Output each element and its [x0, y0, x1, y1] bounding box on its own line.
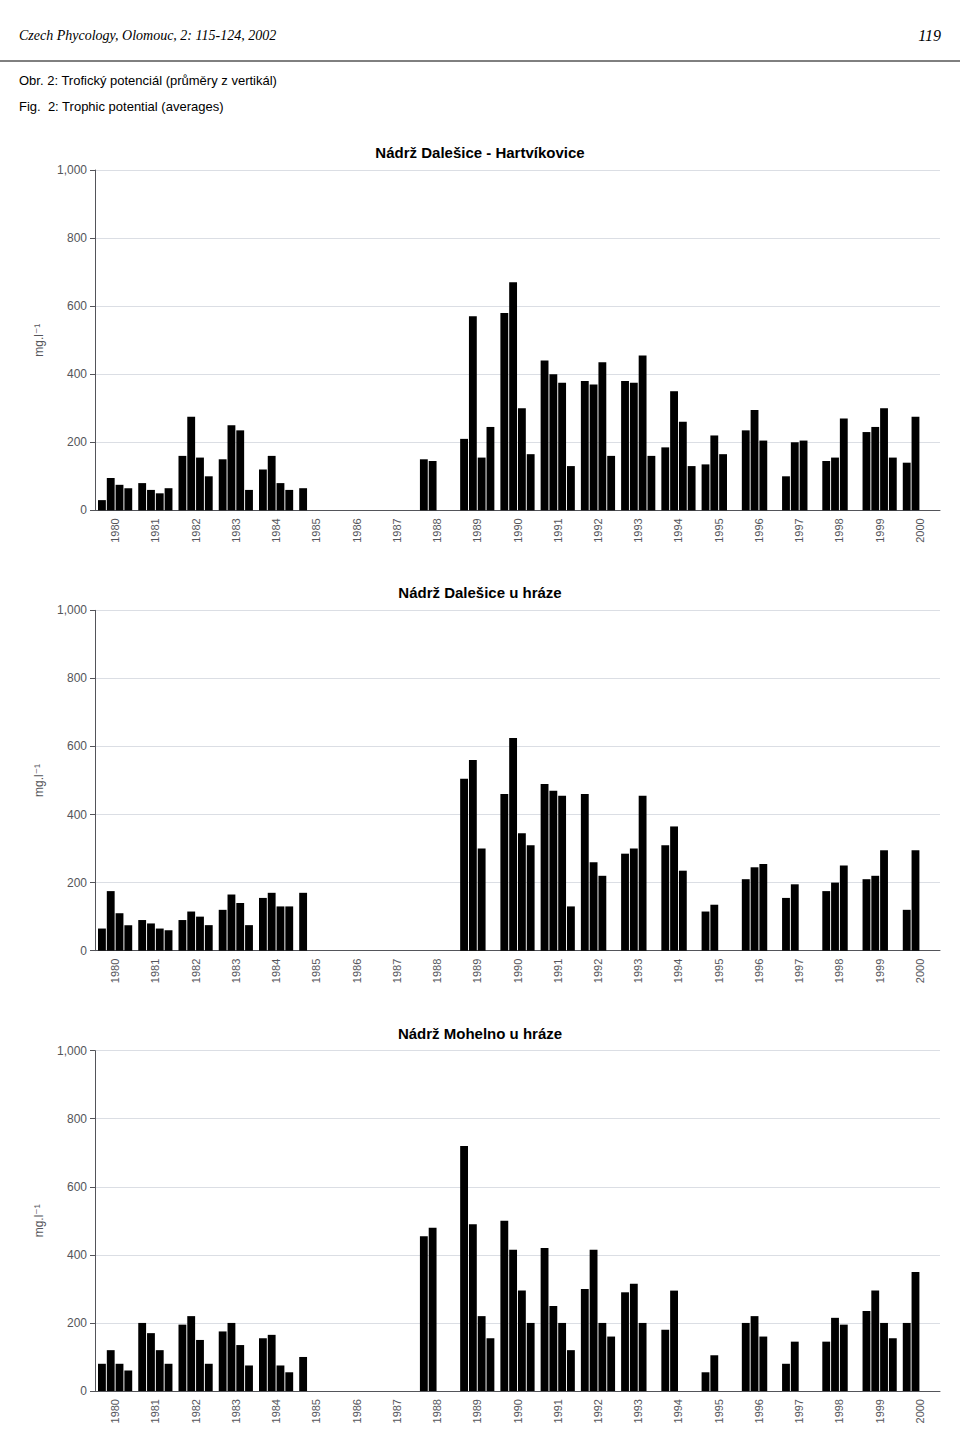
svg-text:1980: 1980 [109, 1399, 121, 1423]
svg-text:1987: 1987 [391, 518, 403, 542]
svg-text:1990: 1990 [512, 959, 524, 983]
svg-text:1994: 1994 [672, 518, 684, 542]
svg-text:119: 119 [918, 27, 941, 44]
svg-text:1982: 1982 [190, 959, 202, 983]
svg-text:1982: 1982 [190, 518, 202, 542]
svg-text:1996: 1996 [753, 959, 765, 983]
svg-text:1993: 1993 [632, 1399, 644, 1423]
svg-text:800: 800 [67, 231, 87, 245]
svg-text:1994: 1994 [672, 1399, 684, 1423]
svg-text:1987: 1987 [391, 959, 403, 983]
svg-text:1,000: 1,000 [57, 1044, 87, 1058]
svg-text:1982: 1982 [190, 1399, 202, 1423]
svg-text:1992: 1992 [592, 959, 604, 983]
svg-text:1981: 1981 [149, 1399, 161, 1423]
svg-text:1997: 1997 [793, 518, 805, 542]
svg-text:1985: 1985 [310, 1399, 322, 1423]
svg-text:1988: 1988 [431, 1399, 443, 1423]
svg-text:1985: 1985 [310, 518, 322, 542]
svg-text:Fig. 2: Trophic potential (av: Fig. 2: Trophic potential (averages) [19, 99, 224, 114]
svg-text:1,000: 1,000 [57, 603, 87, 617]
svg-text:600: 600 [67, 739, 87, 753]
svg-text:1986: 1986 [351, 518, 363, 542]
svg-text:200: 200 [67, 435, 87, 449]
svg-text:2000: 2000 [914, 1399, 926, 1423]
svg-text:1,000: 1,000 [57, 163, 87, 177]
svg-text:1996: 1996 [753, 518, 765, 542]
svg-text:Czech Phycology, Olomouc, 2: 1: Czech Phycology, Olomouc, 2: 115-124, 20… [19, 28, 276, 43]
svg-text:1981: 1981 [149, 959, 161, 983]
svg-text:400: 400 [67, 367, 87, 381]
svg-text:1985: 1985 [310, 959, 322, 983]
svg-text:1989: 1989 [471, 1399, 483, 1423]
svg-text:1984: 1984 [270, 1399, 282, 1423]
svg-text:1984: 1984 [270, 959, 282, 983]
svg-text:1986: 1986 [351, 959, 363, 983]
svg-text:Nádrž Dalešice u hráze: Nádrž Dalešice u hráze [398, 584, 561, 601]
svg-text:1998: 1998 [833, 1399, 845, 1423]
svg-text:1990: 1990 [512, 1399, 524, 1423]
svg-text:1983: 1983 [230, 959, 242, 983]
svg-text:1989: 1989 [471, 518, 483, 542]
svg-text:1993: 1993 [632, 518, 644, 542]
svg-text:mg.l⁻¹: mg.l⁻¹ [32, 764, 46, 797]
svg-text:1995: 1995 [713, 1399, 725, 1423]
svg-text:1995: 1995 [713, 518, 725, 542]
svg-text:1991: 1991 [552, 1399, 564, 1423]
svg-text:1995: 1995 [713, 959, 725, 983]
svg-text:0: 0 [80, 503, 87, 517]
svg-text:0: 0 [80, 1384, 87, 1398]
svg-text:1999: 1999 [874, 959, 886, 983]
svg-text:1994: 1994 [672, 959, 684, 983]
svg-text:1984: 1984 [270, 518, 282, 542]
svg-text:1989: 1989 [471, 959, 483, 983]
svg-text:Nádrž Dalešice - Hartvíkovice: Nádrž Dalešice - Hartvíkovice [375, 144, 584, 161]
svg-text:Nádrž Mohelno u hráze: Nádrž Mohelno u hráze [398, 1025, 562, 1042]
svg-text:600: 600 [67, 1180, 87, 1194]
svg-text:1991: 1991 [552, 518, 564, 542]
svg-text:1986: 1986 [351, 1399, 363, 1423]
svg-text:2000: 2000 [914, 518, 926, 542]
svg-text:1987: 1987 [391, 1399, 403, 1423]
svg-text:200: 200 [67, 876, 87, 890]
svg-text:1998: 1998 [833, 959, 845, 983]
svg-text:600: 600 [67, 299, 87, 313]
svg-text:1988: 1988 [431, 959, 443, 983]
svg-text:800: 800 [67, 1112, 87, 1126]
svg-text:1993: 1993 [632, 959, 644, 983]
svg-text:1998: 1998 [833, 518, 845, 542]
svg-text:1997: 1997 [793, 1399, 805, 1423]
svg-text:1997: 1997 [793, 959, 805, 983]
svg-text:0: 0 [80, 944, 87, 958]
svg-text:1996: 1996 [753, 1399, 765, 1423]
svg-text:400: 400 [67, 1248, 87, 1262]
svg-text:1988: 1988 [431, 518, 443, 542]
svg-text:Obr. 2: Trofický potenciál (pr: Obr. 2: Trofický potenciál (průměry z ve… [19, 73, 277, 88]
svg-text:1991: 1991 [552, 959, 564, 983]
svg-text:1999: 1999 [874, 518, 886, 542]
svg-text:1980: 1980 [109, 959, 121, 983]
svg-text:1980: 1980 [109, 518, 121, 542]
svg-text:800: 800 [67, 671, 87, 685]
svg-text:1992: 1992 [592, 518, 604, 542]
svg-text:1999: 1999 [874, 1399, 886, 1423]
svg-text:2000: 2000 [914, 959, 926, 983]
svg-text:1990: 1990 [512, 518, 524, 542]
svg-text:1983: 1983 [230, 518, 242, 542]
svg-text:mg.l⁻¹: mg.l⁻¹ [32, 324, 46, 357]
svg-text:1983: 1983 [230, 1399, 242, 1423]
svg-text:mg.l⁻¹: mg.l⁻¹ [32, 1204, 46, 1237]
svg-text:1992: 1992 [592, 1399, 604, 1423]
svg-text:1981: 1981 [149, 518, 161, 542]
svg-text:400: 400 [67, 808, 87, 822]
svg-text:200: 200 [67, 1316, 87, 1330]
